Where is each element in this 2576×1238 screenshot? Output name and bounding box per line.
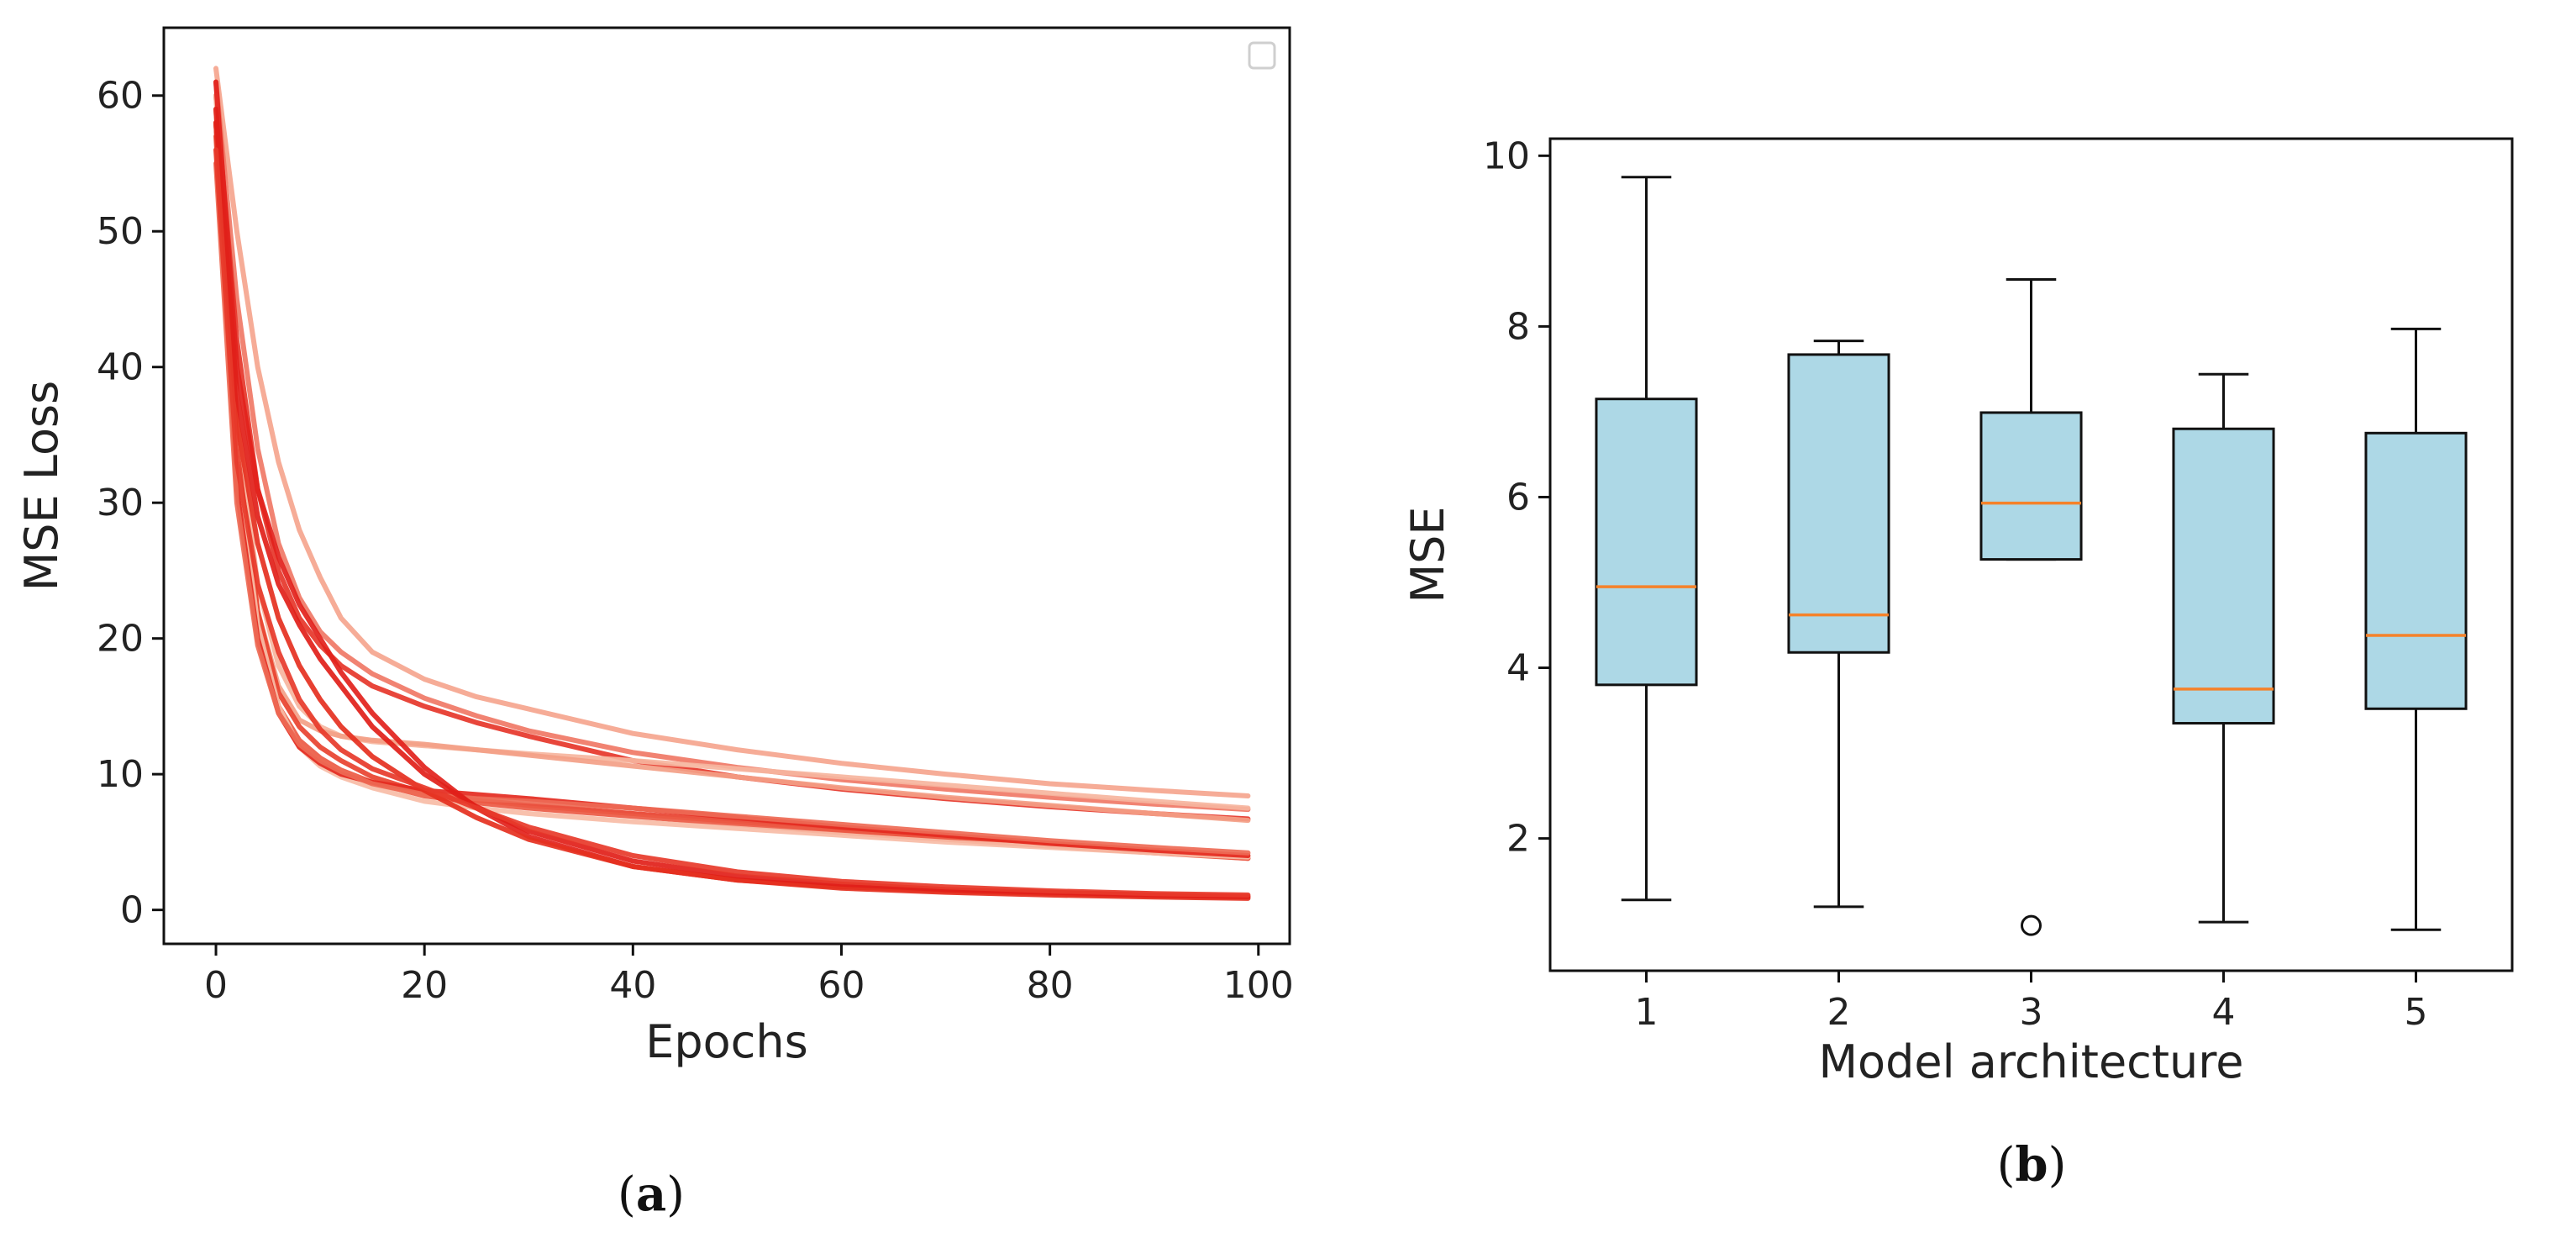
x-tick-label: 3 [2020,991,2043,1034]
x-tick-label: 20 [401,964,448,1007]
x-tick-label: 4 [2212,991,2236,1034]
y-tick-label: 4 [1506,647,1530,690]
plot-frame [162,26,1291,946]
y-axis-title: MSE Loss [15,381,68,592]
x-tick-label: 5 [2405,991,2428,1034]
loss-curve-12 [213,120,1251,901]
box-2 [1787,340,1890,909]
iqr-box [2172,427,2275,725]
outlier-point [2021,914,2042,936]
y-tick-label: 2 [1506,818,1530,861]
y-tick-label: 6 [1506,476,1530,519]
x-tick-label: 2 [1827,991,1851,1034]
series-lines [213,66,1251,901]
caption-paren-open: ( [1997,1138,2016,1193]
x-tick-label: 60 [817,964,865,1007]
iqr-box [1787,353,1890,654]
caption-letter: b [2015,1137,2048,1193]
y-tick-label: 8 [1506,305,1530,348]
panel-b-box-plot: 1 2 3 4 5 2 4 6 8 10 Model architecture MSE (b) [1401,134,2514,1193]
loss-curve-8 [213,106,1251,860]
x-tick-label: 100 [1223,964,1294,1007]
x-axis-title: Model architecture [1818,1035,2243,1088]
caption-paren-close: ) [2048,1138,2067,1193]
y-tick-label: 20 [97,618,144,661]
box-1 [1595,176,1698,902]
iqr-box [1979,411,2083,561]
iqr-box [1595,398,1698,687]
loss-curve-1 [213,66,1251,798]
loss-curve-9 [213,120,1251,858]
y-tick-label: 10 [1483,134,1530,177]
panel-caption-a: (a) [618,1167,685,1222]
y-tick-label: 60 [97,75,144,118]
x-axis-title: Epochs [645,1015,807,1068]
y-axis-title: MSE [1401,507,1454,603]
y-tick-label: 50 [97,210,144,253]
legend-box [1248,41,1276,70]
y-tick-label: 40 [97,346,144,389]
x-tick-label: 40 [609,964,656,1007]
loss-curve-14 [213,147,1251,898]
x-tick-label: 1 [1635,991,1659,1034]
caption-letter: a [636,1167,666,1222]
box-3 [1979,278,2083,936]
y-tick-label: 30 [97,482,144,524]
iqr-box [2364,431,2468,710]
loss-curve-4 [213,92,1251,811]
panel-caption-b: (b) [1997,1137,2067,1193]
y-tick-label: 0 [120,889,144,932]
x-tick-label: 80 [1027,964,1074,1007]
x-tick-label: 0 [204,964,228,1007]
loss-curve-2 [213,79,1251,813]
box-4 [2172,372,2275,924]
caption-paren-open: ( [618,1167,636,1222]
caption-paren-close: ) [666,1167,685,1222]
y-tick-label: 10 [97,753,144,796]
box-5 [2364,327,2468,931]
